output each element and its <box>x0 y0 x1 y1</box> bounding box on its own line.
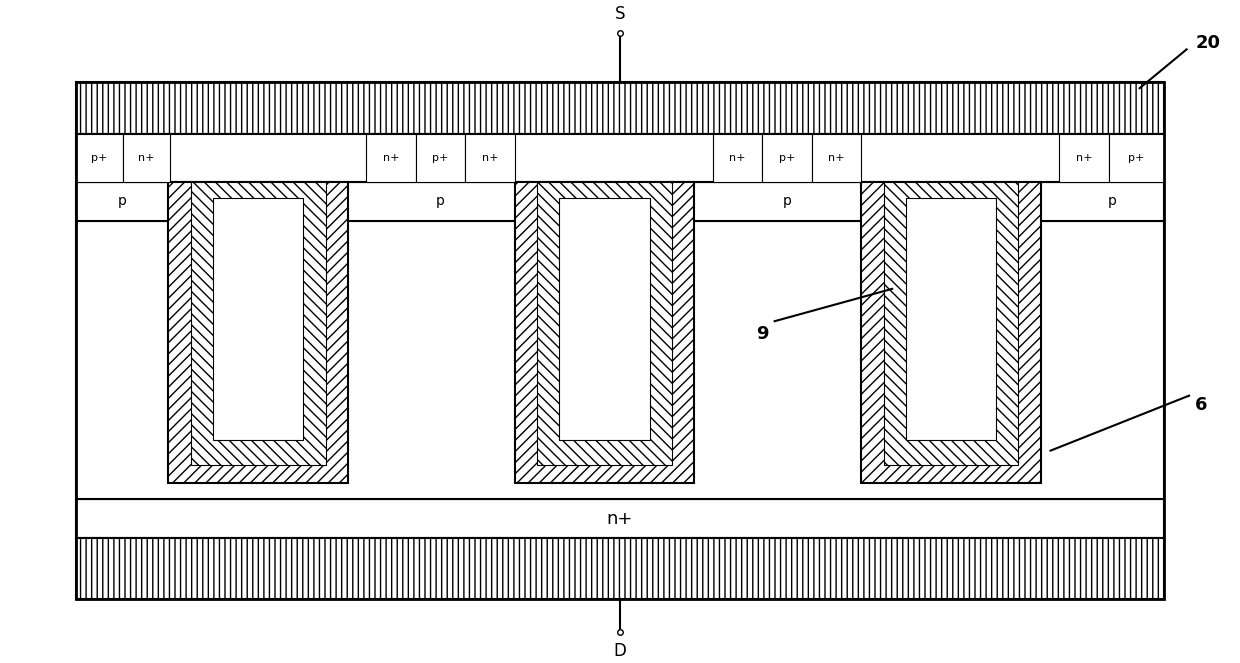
Text: n+: n+ <box>1076 152 1092 163</box>
Text: n+: n+ <box>383 152 399 163</box>
Text: n+: n+ <box>828 152 844 163</box>
Text: n+: n+ <box>729 152 745 163</box>
Bar <box>763 133 812 182</box>
Bar <box>76 182 1164 221</box>
Bar <box>366 133 415 182</box>
Bar <box>213 198 304 440</box>
Bar <box>515 182 694 483</box>
Bar <box>76 499 1164 538</box>
Text: D: D <box>614 642 626 660</box>
Text: n: n <box>614 352 626 371</box>
Bar <box>465 133 515 182</box>
Bar <box>191 182 326 465</box>
Bar <box>76 221 1164 499</box>
Bar <box>862 182 1040 483</box>
Text: p+: p+ <box>1128 152 1145 163</box>
Text: 6: 6 <box>1195 396 1208 414</box>
Text: 9: 9 <box>756 325 769 343</box>
Text: p: p <box>1107 194 1116 208</box>
Bar <box>559 198 650 440</box>
Text: S: S <box>615 5 625 23</box>
Bar <box>76 82 1164 133</box>
Text: n+: n+ <box>606 510 634 528</box>
Text: p+: p+ <box>91 152 108 163</box>
Bar <box>76 133 123 182</box>
Bar <box>76 538 1164 599</box>
Text: p: p <box>436 194 445 208</box>
Text: p: p <box>118 194 126 208</box>
Bar <box>76 82 1164 599</box>
Text: 20: 20 <box>1195 34 1220 52</box>
Bar <box>415 133 465 182</box>
Bar <box>812 133 862 182</box>
Bar <box>169 182 347 483</box>
Bar <box>537 182 672 465</box>
Bar <box>713 133 763 182</box>
Text: n+: n+ <box>482 152 498 163</box>
Text: n+: n+ <box>138 152 155 163</box>
Text: p+: p+ <box>779 152 795 163</box>
Bar <box>1109 133 1164 182</box>
Bar <box>123 133 170 182</box>
Bar <box>905 198 996 440</box>
Text: p+: p+ <box>433 152 449 163</box>
Bar <box>1059 133 1109 182</box>
Text: p: p <box>782 194 791 208</box>
Bar <box>884 182 1018 465</box>
Bar <box>76 133 1164 182</box>
